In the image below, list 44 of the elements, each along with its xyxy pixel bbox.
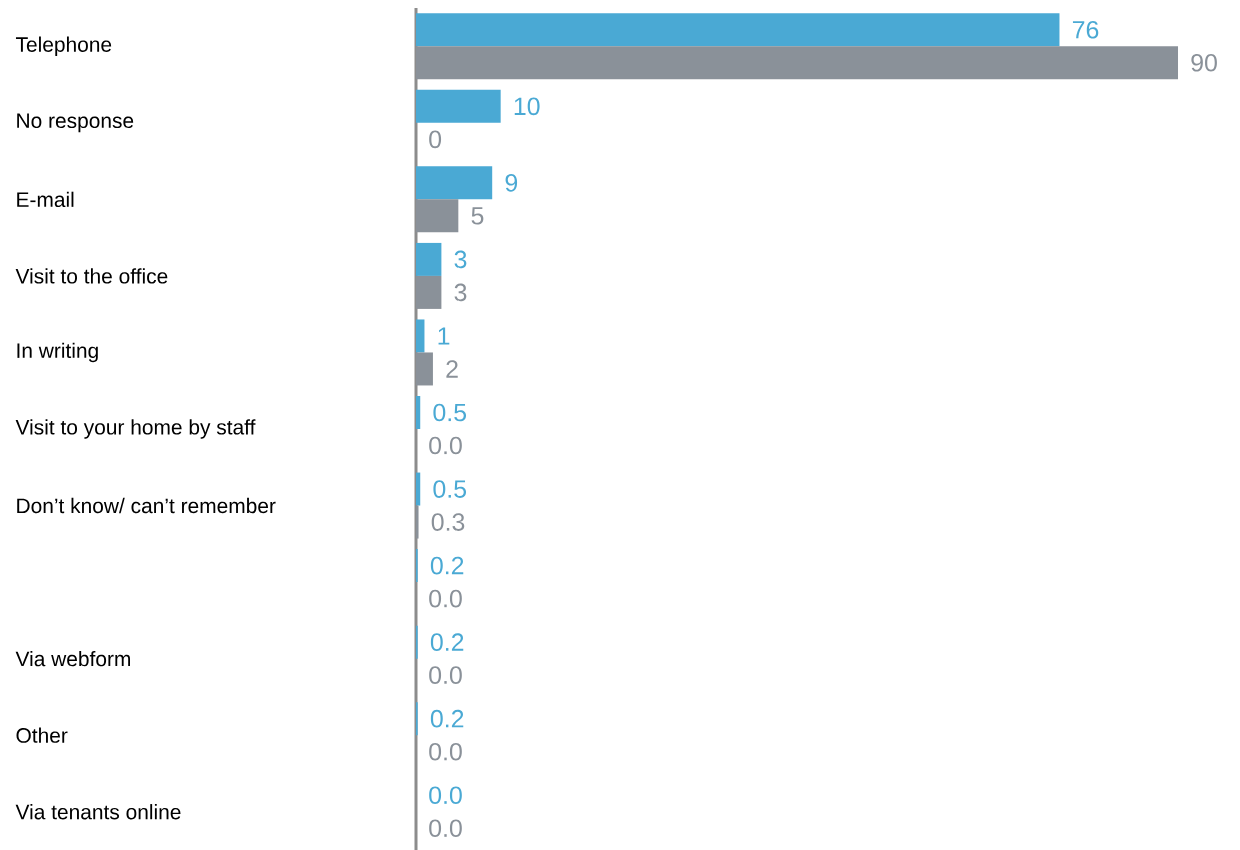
y-tick-label: Visit to your home by staff [15, 419, 256, 439]
data-label: 2 [446, 360, 458, 378]
bar [416, 89, 501, 123]
bar [416, 46, 1179, 80]
bar [416, 396, 421, 430]
data-label: 0.2 [430, 709, 464, 728]
data-label: 76 [1072, 20, 1099, 39]
y-tick-label: Via webform [15, 650, 130, 667]
bar [416, 505, 419, 539]
y-tick-label: Via tenants online [15, 804, 181, 820]
bar [416, 242, 442, 276]
data-label: 3 [454, 250, 467, 269]
bar [416, 13, 1060, 47]
data-label: 0 [429, 130, 442, 149]
data-label: 9 [505, 174, 518, 192]
data-label: 0.5 [433, 403, 467, 422]
data-label: 0.0 [429, 819, 462, 838]
data-label: 0.0 [429, 742, 462, 761]
bar [416, 319, 425, 353]
data-label: 0.5 [433, 480, 467, 498]
data-label: 10 [514, 97, 540, 116]
data-label: 0.2 [430, 556, 464, 575]
data-label: 0.0 [429, 666, 462, 684]
data-label: 0.0 [429, 436, 462, 455]
data-label: 1 [438, 327, 450, 345]
data-label: 5 [471, 207, 484, 225]
bar [416, 472, 421, 506]
bar [416, 352, 433, 386]
data-label: 90 [1191, 53, 1217, 72]
bar [416, 199, 459, 233]
data-label: 0.0 [429, 786, 462, 805]
y-tick-label: Don’t know/ can’t remember [17, 497, 276, 514]
data-label: 0.3 [431, 513, 465, 531]
y-tick-label: Telephone [15, 36, 112, 57]
y-tick-label: In writing [17, 342, 98, 363]
data-label: 3 [454, 283, 467, 302]
bar [416, 275, 442, 309]
y-tick-label: E-mail [17, 191, 74, 208]
bar [416, 166, 493, 200]
y-tick-label: No response [17, 113, 134, 133]
data-label: 0.0 [429, 589, 462, 608]
y-tick-label: Other [16, 727, 68, 743]
data-label: 0.2 [430, 633, 464, 651]
y-tick-label: Visit to the office [15, 268, 168, 284]
